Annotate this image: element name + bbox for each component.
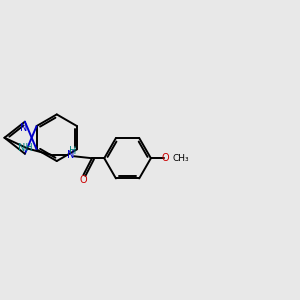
Text: N: N — [20, 123, 27, 133]
Text: O: O — [80, 175, 87, 185]
Text: N: N — [68, 150, 75, 160]
Text: H: H — [69, 146, 77, 156]
Text: CH₃: CH₃ — [172, 154, 189, 163]
Text: O: O — [161, 153, 169, 163]
Text: NH: NH — [17, 143, 32, 153]
